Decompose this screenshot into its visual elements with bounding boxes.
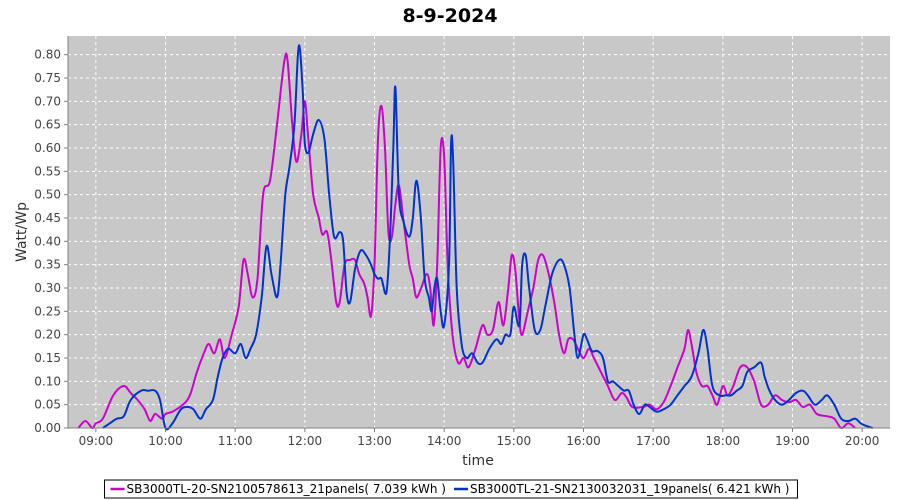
legend: SB3000TL-20-SN2100578613_21panels( 7.039…: [104, 479, 798, 499]
grid: [68, 36, 890, 429]
y-tick-label: 0.30: [34, 281, 61, 295]
y-axis-ticks: 0.00 0.05 0.10 0.15 0.20 0.25 0.30 0.35 0.40 0.45…: [34, 48, 68, 435]
series-layer: [77, 44, 873, 431]
x-tick-label: 20:00: [845, 434, 880, 448]
y-tick-label: 0.25: [34, 304, 61, 318]
x-tick-label: 14:00: [427, 434, 462, 448]
y-axis-label: Watt/Wp: [14, 202, 30, 262]
chart-title: 8-9-2024: [402, 5, 497, 27]
y-tick-label: 0.40: [34, 234, 61, 248]
x-axis-ticks: 09:00 10:00 11:00 12:00 13:00 14:00 15:00 16:00…: [79, 428, 880, 448]
x-tick-label: 17:00: [636, 434, 671, 448]
x-tick-label: 10:00: [148, 434, 183, 448]
x-tick-label: 09:00: [79, 434, 114, 448]
x-tick-label: 18:00: [706, 434, 741, 448]
y-tick-label: 0.10: [34, 374, 61, 388]
y-tick-label: 0.55: [34, 164, 61, 178]
plot-area: [68, 36, 890, 428]
y-tick-label: 0.80: [34, 48, 61, 62]
y-tick-label: 0.45: [34, 211, 61, 225]
y-tick-label: 0.35: [34, 258, 61, 272]
series-line-1: [77, 52, 856, 430]
series-line-2: [102, 44, 873, 431]
y-tick-label: 0.20: [34, 328, 61, 342]
x-axis-label: time: [462, 453, 494, 469]
x-tick-label: 19:00: [775, 434, 810, 448]
legend-entry-2: SB3000TL-21-SN2130032031_19panels( 6.421…: [470, 482, 789, 496]
y-tick-label: 0.70: [34, 94, 61, 108]
y-tick-label: 0.50: [34, 188, 61, 202]
legend-entry-1: SB3000TL-20-SN2100578613_21panels( 7.039…: [127, 482, 446, 496]
legend-box: [104, 479, 798, 499]
y-tick-label: 0.75: [34, 71, 61, 85]
x-tick-label: 11:00: [218, 434, 253, 448]
x-tick-label: 16:00: [566, 434, 601, 448]
y-tick-label: 0.15: [34, 351, 61, 365]
y-tick-label: 0.00: [34, 421, 61, 435]
y-tick-label: 0.05: [34, 398, 61, 412]
y-tick-label: 0.60: [34, 141, 61, 155]
x-tick-label: 13:00: [357, 434, 392, 448]
x-tick-label: 15:00: [497, 434, 532, 448]
y-tick-label: 0.65: [34, 118, 61, 132]
x-tick-label: 12:00: [288, 434, 323, 448]
